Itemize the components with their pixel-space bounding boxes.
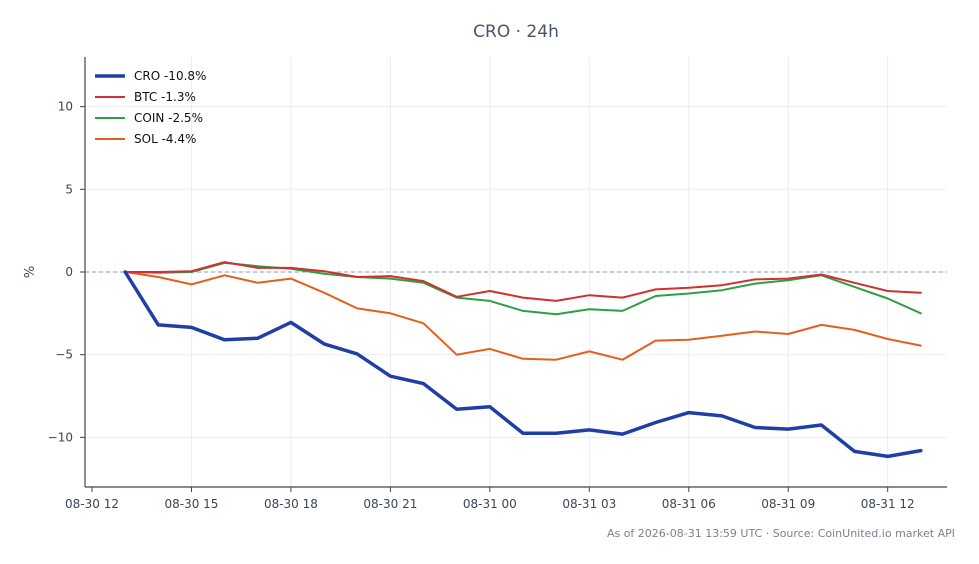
legend: CRO -10.8% BTC -1.3% COIN -2.5% SOL -4.4% xyxy=(95,69,206,146)
x-tick-label: 08-31 09 xyxy=(761,497,815,511)
y-tick-label: −10 xyxy=(48,430,73,444)
series-line xyxy=(123,270,923,459)
y-tick-label: 10 xyxy=(58,100,73,114)
y-tick-label: 5 xyxy=(65,182,73,196)
x-tick-label: 08-30 12 xyxy=(65,497,119,511)
x-tick-label: 08-30 18 xyxy=(264,497,318,511)
chart-title: CRO · 24h xyxy=(473,22,559,42)
y-tick-label: 0 xyxy=(65,265,73,279)
series-line xyxy=(124,261,922,302)
y-axis-ticks: 10 5 0 −5 −10 xyxy=(48,100,85,444)
series-line xyxy=(124,271,922,361)
legend-label: COIN -2.5% xyxy=(134,111,203,125)
x-axis-ticks: 08-30 12 08-30 15 08-30 18 08-30 21 08-31 00… xyxy=(65,487,915,511)
legend-label: SOL -4.4% xyxy=(134,132,196,146)
series-line xyxy=(124,261,922,316)
legend-label: CRO -10.8% xyxy=(134,69,206,83)
x-tick-label: 08-31 03 xyxy=(562,497,616,511)
x-tick-label: 08-30 21 xyxy=(363,497,417,511)
series-layer xyxy=(123,261,923,459)
legend-label: BTC -1.3% xyxy=(134,90,196,104)
y-axis-label: % xyxy=(23,266,38,278)
x-tick-label: 08-30 15 xyxy=(164,497,218,511)
x-tick-label: 08-31 12 xyxy=(861,497,915,511)
x-tick-label: 08-31 06 xyxy=(662,497,716,511)
x-tick-label: 08-31 00 xyxy=(463,497,517,511)
footer-source-text: As of 2026-08-31 13:59 UTC · Source: Coi… xyxy=(607,527,955,540)
y-tick-label: −5 xyxy=(55,348,73,362)
